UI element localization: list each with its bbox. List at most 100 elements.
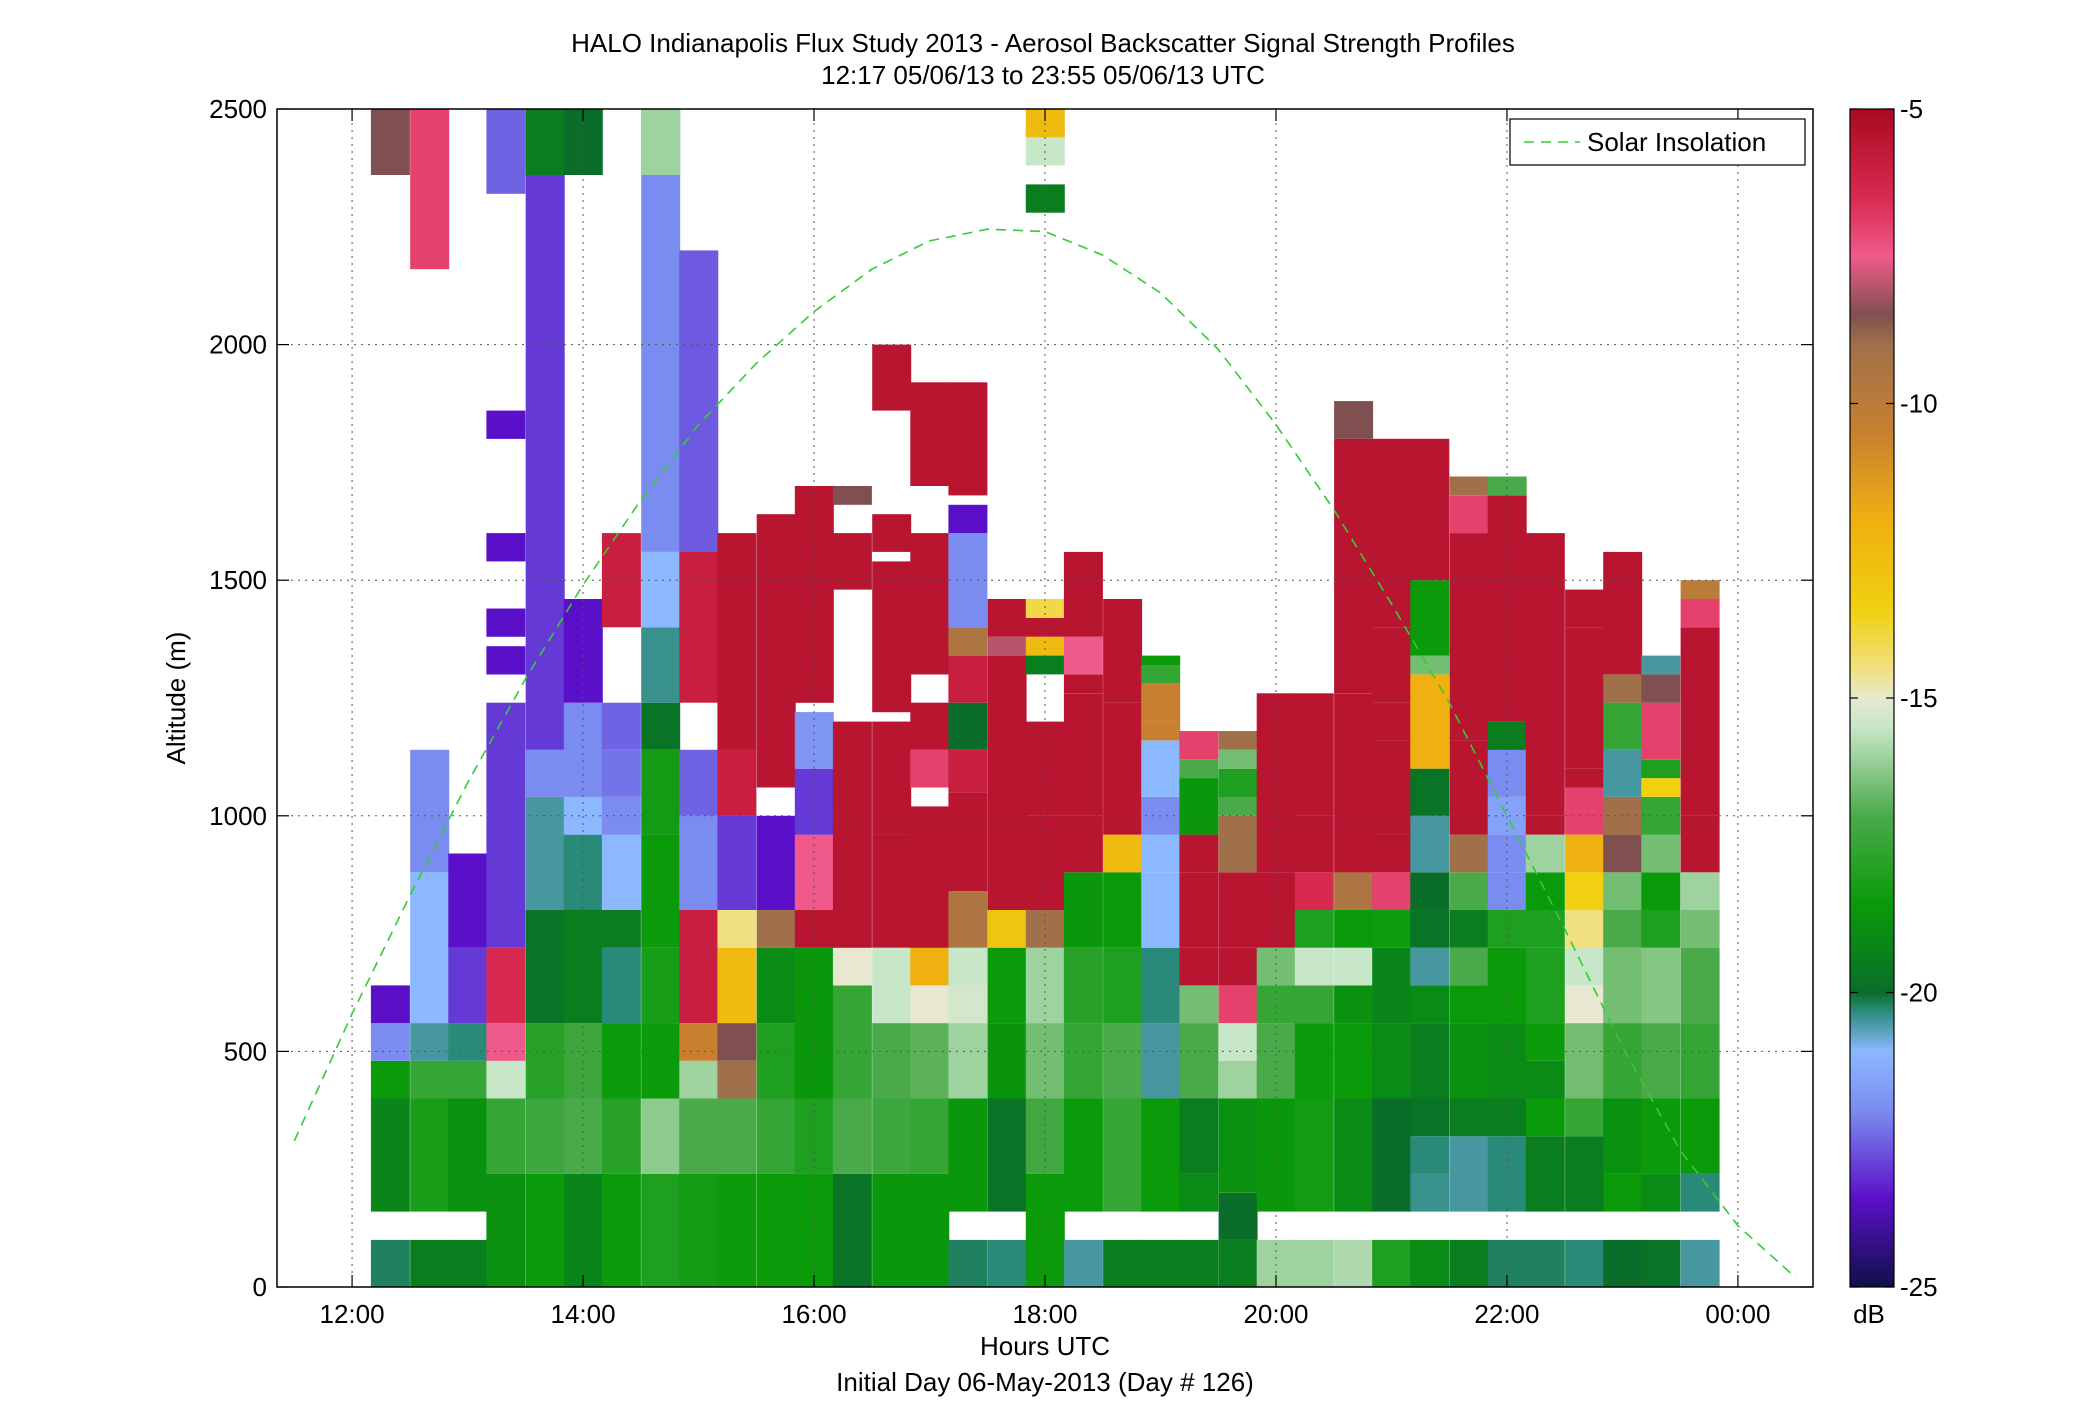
heatmap-cell bbox=[1294, 693, 1334, 816]
heatmap-cell bbox=[448, 947, 488, 1024]
heatmap-cell bbox=[1063, 551, 1103, 599]
heatmap-cell bbox=[1641, 1098, 1681, 1174]
y-tick-label: 500 bbox=[224, 1036, 267, 1066]
heatmap-cell bbox=[1218, 1098, 1258, 1193]
heatmap-cell bbox=[679, 910, 719, 1024]
heatmap-cell bbox=[410, 1060, 450, 1099]
heatmap-cell bbox=[1449, 947, 1489, 986]
heatmap-cell bbox=[1218, 731, 1258, 750]
heatmap-cell bbox=[872, 721, 912, 835]
heatmap-cell bbox=[987, 599, 1027, 637]
heatmap-cell bbox=[1179, 985, 1219, 1024]
heatmap-cell bbox=[1063, 693, 1103, 816]
heatmap-cell bbox=[832, 533, 872, 590]
heatmap-cell bbox=[832, 721, 872, 948]
heatmap-cell bbox=[1103, 834, 1143, 873]
heatmap-cell bbox=[486, 947, 526, 1024]
heatmap-cell bbox=[641, 1023, 681, 1099]
heatmap-cell bbox=[1410, 872, 1450, 910]
heatmap-cell bbox=[1334, 438, 1374, 694]
heatmap-cell bbox=[717, 947, 757, 1024]
heatmap-cell bbox=[987, 1239, 1027, 1287]
y-tick-label: 1500 bbox=[209, 565, 267, 595]
heatmap-cell bbox=[872, 1173, 912, 1287]
colorbar-tick-label: -10 bbox=[1900, 389, 1938, 419]
heatmap-cell bbox=[1603, 872, 1643, 910]
heatmap-cell bbox=[1179, 1173, 1219, 1212]
heatmap-cell bbox=[1449, 533, 1489, 741]
heatmap-cell bbox=[679, 1173, 719, 1287]
heatmap-cell bbox=[832, 947, 872, 986]
heatmap-cell bbox=[1449, 1239, 1489, 1287]
heatmap-cell bbox=[1565, 627, 1605, 769]
heatmap-cell bbox=[448, 1023, 488, 1061]
heatmap-cell bbox=[1334, 401, 1374, 439]
heatmap-cell bbox=[1218, 797, 1258, 816]
heatmap-cell bbox=[679, 1060, 719, 1099]
heatmap-cell bbox=[1179, 759, 1219, 779]
heatmap-cell bbox=[1063, 947, 1103, 1024]
heatmap-cell bbox=[1334, 797, 1374, 873]
heatmap-cell bbox=[601, 834, 641, 910]
y-axis: 0 500 1000 1500 2000 2500 bbox=[209, 94, 1813, 1302]
heatmap-cell bbox=[1525, 834, 1565, 873]
heatmap-cell bbox=[1372, 438, 1412, 628]
heatmap-cell bbox=[1025, 599, 1065, 618]
heatmap-cell bbox=[987, 947, 1027, 1024]
legend: Solar Insolation bbox=[1509, 118, 1806, 166]
heatmap-cell bbox=[370, 1239, 410, 1287]
heatmap-cell bbox=[1334, 693, 1374, 797]
heatmap-cell bbox=[1141, 872, 1181, 948]
heatmap-cell bbox=[1063, 1023, 1103, 1099]
heatmap-cell bbox=[948, 702, 988, 750]
grid-lines bbox=[277, 108, 1813, 1288]
heatmap-cell bbox=[1103, 947, 1143, 1024]
heatmap-cell bbox=[1680, 947, 1720, 1024]
heatmap-cell bbox=[486, 1023, 526, 1061]
heatmap-cell bbox=[1449, 476, 1489, 496]
heatmap-cell bbox=[641, 702, 681, 750]
heatmap-cell bbox=[1449, 910, 1489, 948]
heatmap-cell bbox=[486, 646, 526, 675]
heatmap-cell bbox=[641, 627, 681, 703]
heatmap-cell bbox=[1641, 834, 1681, 873]
heatmap-cell bbox=[1372, 1098, 1412, 1212]
heatmap-cell bbox=[1525, 1023, 1565, 1061]
heatmap-cell bbox=[525, 109, 565, 750]
heatmap-cell bbox=[1372, 872, 1412, 910]
heatmap-cell bbox=[910, 382, 950, 486]
heatmap-cell bbox=[948, 627, 988, 656]
heatmap-cell bbox=[1641, 702, 1681, 760]
heatmap-cell bbox=[563, 1098, 603, 1174]
heatmap-cell bbox=[1525, 533, 1565, 816]
heatmap-cell bbox=[717, 1023, 757, 1061]
heatmap-cell bbox=[1063, 674, 1103, 694]
heatmap-cell bbox=[410, 872, 450, 1024]
heatmap-cell bbox=[832, 486, 872, 505]
heatmap-cell bbox=[1449, 495, 1489, 534]
heatmap-cell bbox=[1256, 947, 1296, 986]
heatmap-cell bbox=[1565, 1239, 1605, 1287]
chart-subtitle: 12:17 05/06/13 to 23:55 05/06/13 UTC bbox=[821, 60, 1265, 90]
heatmap-cell bbox=[601, 910, 641, 948]
y-tick-label: 1000 bbox=[209, 801, 267, 831]
heatmap-cell bbox=[910, 985, 950, 1024]
heatmap-cell bbox=[563, 599, 603, 703]
heatmap-cell bbox=[1680, 1023, 1720, 1099]
heatmap-cell bbox=[1449, 740, 1489, 835]
heatmap-cell bbox=[1294, 815, 1334, 873]
heatmap-cell bbox=[987, 1098, 1027, 1212]
heatmap-cell bbox=[1294, 947, 1334, 986]
heatmap-cell bbox=[717, 1060, 757, 1099]
heatmap-cell bbox=[1179, 834, 1219, 873]
heatmap-cell bbox=[1410, 768, 1450, 816]
heatmap-cell bbox=[1372, 910, 1412, 948]
heatmap-cell bbox=[1680, 627, 1720, 816]
heatmap-cell bbox=[1410, 1173, 1450, 1212]
chart-title: HALO Indianapolis Flux Study 2013 - Aero… bbox=[571, 28, 1515, 58]
solar-insolation-curve bbox=[293, 228, 1797, 1279]
heatmap-cell bbox=[641, 749, 681, 835]
heatmap-cell bbox=[987, 636, 1027, 656]
heatmap-cell bbox=[1680, 599, 1720, 628]
heatmap-cell bbox=[1641, 947, 1681, 1024]
